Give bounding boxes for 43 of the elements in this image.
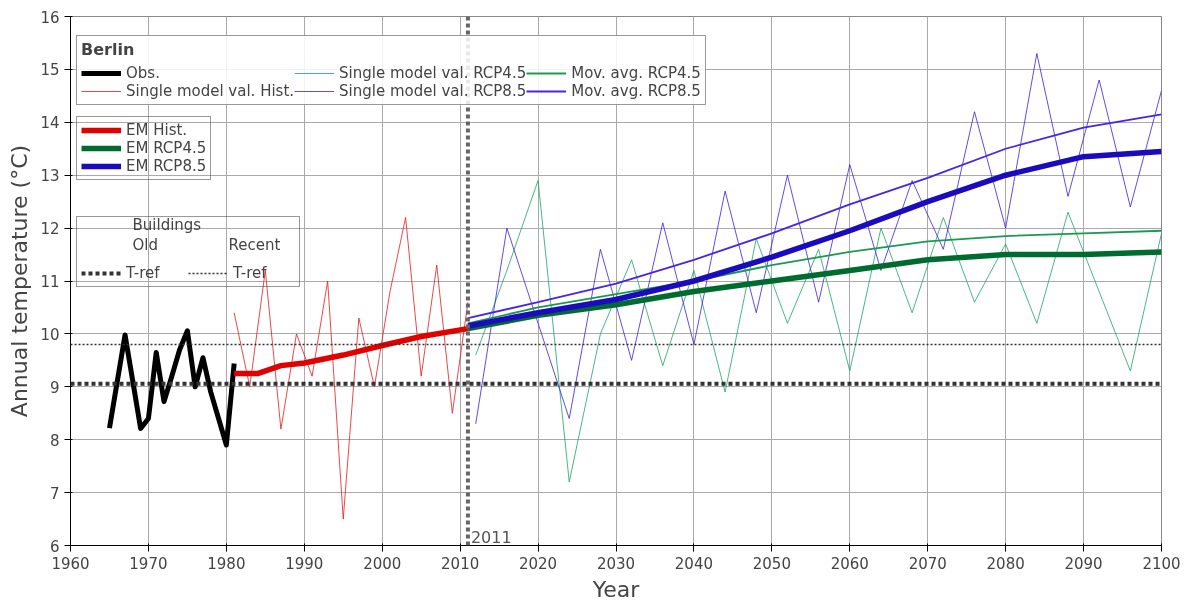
x-tick-label: 2060 xyxy=(830,554,869,573)
y-tick-label: 10 xyxy=(40,325,60,344)
x-tick-label: 2020 xyxy=(518,554,558,573)
x-tick-label: 2050 xyxy=(752,554,791,573)
x-tick-label: 2000 xyxy=(363,554,402,573)
x-tick-label: 2040 xyxy=(674,554,714,573)
y-tick-label: 7 xyxy=(49,484,60,503)
y-tick-label: 14 xyxy=(40,114,60,133)
x-tick-label: 2080 xyxy=(986,554,1025,573)
y-tick-label: 16 xyxy=(40,8,60,27)
legend-label: Single model val. RCP4.5 xyxy=(339,64,527,82)
annotation: Recent xyxy=(228,235,281,254)
annotation: Old xyxy=(132,235,158,254)
x-tick-label: 2030 xyxy=(596,554,636,573)
x-tick-label: 2090 xyxy=(1064,554,1103,573)
legend-label: EM RCP8.5 xyxy=(126,157,207,175)
y-tick-label: 8 xyxy=(49,431,60,450)
y-tick-label: 6 xyxy=(49,537,60,556)
x-tick-label: 2070 xyxy=(908,554,947,573)
legend-label: Single model val. RCP8.5 xyxy=(339,82,527,100)
x-axis-title: Year xyxy=(591,576,641,602)
x-tick-label: 2010 xyxy=(441,554,480,573)
y-tick-label: 12 xyxy=(40,220,60,239)
legend-label: EM RCP4.5 xyxy=(126,139,207,157)
y-tick-label: 15 xyxy=(40,61,60,80)
legend-label: Mov. avg. RCP8.5 xyxy=(571,82,701,100)
x-tick-label: 1990 xyxy=(285,554,324,573)
legend-label: EM Hist. xyxy=(126,121,188,139)
x-tick-label: 1980 xyxy=(207,554,246,573)
legend-label: T-ref xyxy=(126,264,161,282)
y-tick-label: 9 xyxy=(49,378,60,397)
legend-label: Obs. xyxy=(126,64,160,82)
y-axis-title: Annual temperature (°C) xyxy=(7,144,33,418)
x-tick-label: 2100 xyxy=(1142,554,1181,573)
x-tick-label: 1970 xyxy=(129,554,168,573)
legend-label: Single model val. Hist. xyxy=(126,82,295,100)
ref-line-label: 2011 xyxy=(470,527,512,547)
legend-label: Mov. avg. RCP4.5 xyxy=(571,64,701,82)
legend-title: Berlin xyxy=(81,40,136,59)
y-tick-label: 11 xyxy=(40,273,60,291)
annotation: Buildings xyxy=(132,215,202,234)
x-tick-label: 1960 xyxy=(51,554,90,573)
y-tick-label: 13 xyxy=(40,167,60,186)
